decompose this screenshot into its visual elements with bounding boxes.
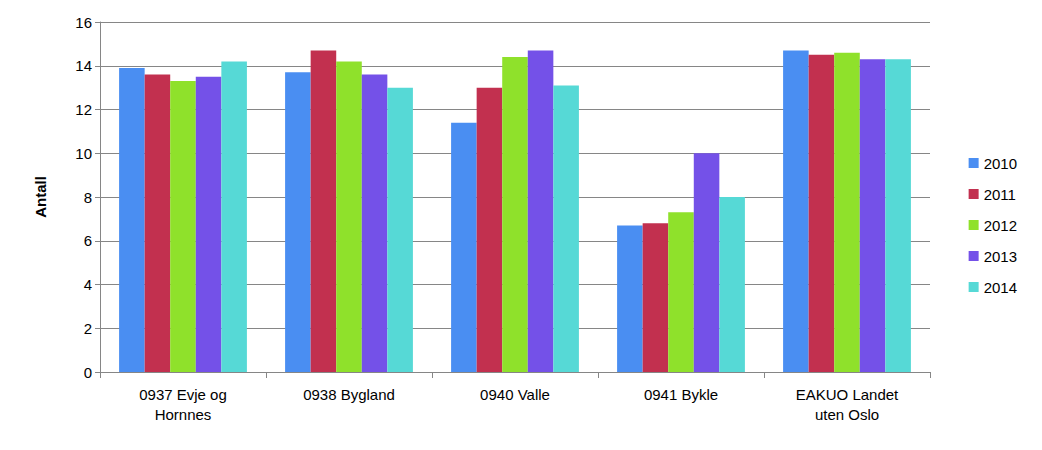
svg-text:16: 16	[75, 14, 92, 31]
svg-text:EAKUO Landet: EAKUO Landet	[796, 386, 899, 403]
svg-text:0937 Evje og: 0937 Evje og	[139, 386, 227, 403]
svg-text:Hornnes: Hornnes	[155, 406, 212, 423]
svg-text:uten Oslo: uten Oslo	[815, 406, 879, 423]
svg-text:2013: 2013	[984, 248, 1017, 265]
svg-text:8: 8	[84, 189, 92, 206]
svg-text:Antall: Antall	[32, 176, 49, 218]
svg-text:0: 0	[84, 364, 92, 381]
svg-text:4: 4	[84, 276, 92, 293]
svg-text:2014: 2014	[984, 279, 1017, 296]
svg-text:2010: 2010	[984, 155, 1017, 172]
svg-text:0941 Bykle: 0941 Bykle	[644, 386, 718, 403]
svg-text:0940 Valle: 0940 Valle	[480, 386, 550, 403]
svg-text:6: 6	[84, 232, 92, 249]
svg-text:14: 14	[75, 57, 92, 74]
svg-text:2: 2	[84, 320, 92, 337]
svg-text:2012: 2012	[984, 217, 1017, 234]
svg-text:0938 Bygland: 0938 Bygland	[303, 386, 395, 403]
svg-text:2011: 2011	[984, 186, 1016, 203]
svg-text:12: 12	[75, 101, 92, 118]
svg-text:10: 10	[75, 145, 92, 162]
